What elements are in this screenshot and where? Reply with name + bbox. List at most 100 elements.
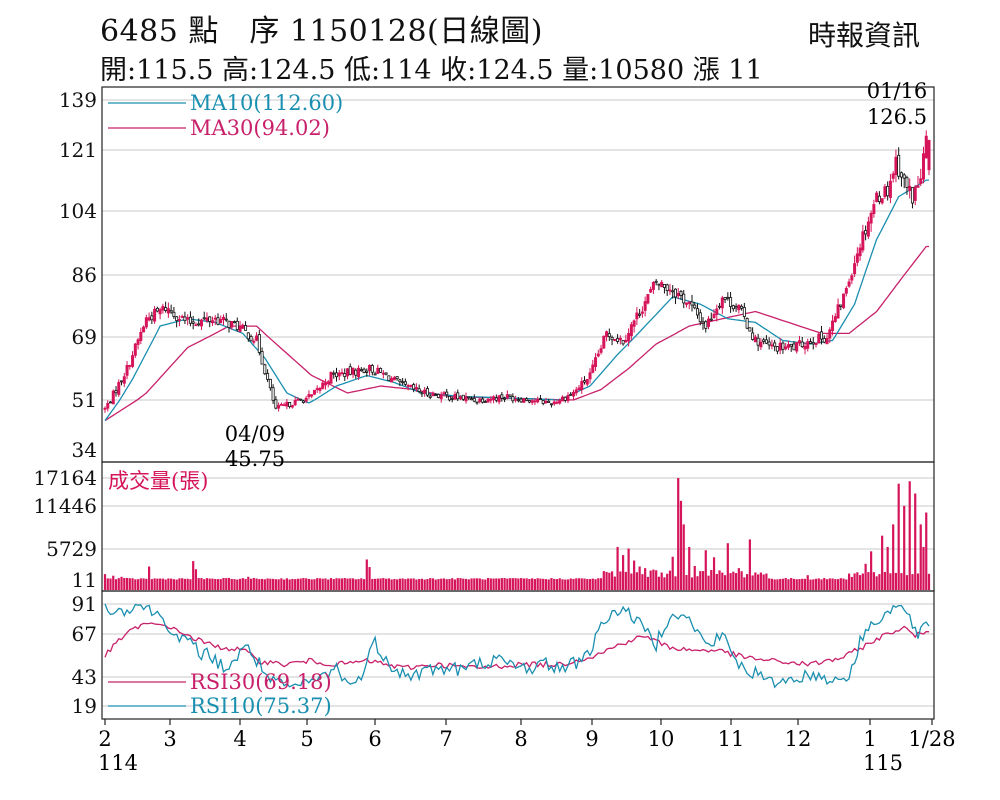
candle-body (748, 327, 752, 332)
candle-body (718, 305, 722, 308)
volume-bar (875, 576, 878, 590)
candle-body (153, 308, 157, 322)
volume-bar (522, 578, 525, 590)
volume-bar (798, 579, 801, 590)
volume-bar (409, 578, 412, 590)
volume-bar (305, 578, 308, 590)
volume-bar (602, 571, 605, 590)
candle-body (191, 321, 195, 324)
volume-bar (172, 579, 175, 590)
volume-bar (762, 574, 765, 590)
volume-bar (583, 578, 586, 590)
candle-body (712, 313, 716, 319)
volume-bar (836, 579, 840, 590)
volume-bar (203, 579, 206, 590)
volume-bar (109, 578, 112, 590)
volume-bar (125, 577, 129, 590)
volume-bar (398, 578, 401, 590)
candle-body (414, 387, 418, 390)
candle-body (820, 331, 824, 340)
volume-bar (481, 579, 484, 590)
rsi30-legend-label: RSI30(69.18) (190, 670, 332, 694)
volume-bar (236, 579, 239, 590)
volume-bar (531, 578, 534, 590)
candle-body (392, 377, 396, 381)
volume-bar (280, 578, 283, 590)
x-tick-label: 11 (718, 727, 745, 751)
candle-body (142, 326, 146, 333)
volume-bar (704, 550, 707, 590)
volume-bar (635, 572, 638, 590)
candle-body (676, 292, 680, 297)
candle-body (230, 321, 234, 328)
volume-bar (222, 577, 225, 590)
volume-bar (349, 578, 352, 590)
rsi30-line (104, 622, 930, 671)
volume-bar (555, 579, 559, 590)
volume-bar (478, 578, 481, 590)
candle-body (249, 336, 253, 342)
volume-bar (440, 578, 443, 590)
ma10-line (104, 179, 929, 421)
x-tick-label: 1/28 (908, 727, 955, 751)
candle-body (684, 302, 688, 305)
candle-body (869, 212, 873, 224)
volume-bar (376, 578, 379, 590)
candle-body (403, 381, 407, 385)
volume-bar (630, 573, 633, 590)
candle-body (693, 304, 697, 309)
volume-bar (318, 578, 322, 590)
volume-bar (927, 573, 931, 590)
volume-bar (420, 578, 424, 590)
volume-bar (806, 575, 809, 590)
candle-body (775, 346, 779, 352)
candle-body (109, 401, 113, 404)
rsi-y-tick-label: 91 (72, 592, 97, 616)
x-tick-label: 7 (439, 727, 452, 751)
volume-bar (859, 575, 862, 590)
candle-body (318, 387, 322, 391)
candle-body (571, 391, 575, 397)
candle-body (778, 342, 782, 351)
volume-bar (663, 577, 666, 590)
volume-bar (343, 578, 346, 590)
volume-bar (285, 578, 288, 590)
volume-bar (881, 535, 884, 590)
candle-body (786, 344, 790, 348)
candle-body (886, 185, 890, 197)
candle-body (908, 185, 912, 191)
candle-body (607, 333, 611, 337)
volume-bar (241, 578, 244, 590)
candle-body (370, 365, 374, 373)
volume-bar (316, 578, 319, 590)
volume-bar (878, 574, 881, 590)
candle-body (255, 335, 259, 341)
volume-bar (867, 572, 870, 590)
volume-bar (795, 579, 798, 590)
candle-body (147, 317, 151, 321)
candle-body (563, 396, 567, 401)
candle-body (640, 311, 644, 314)
volume-bar (307, 578, 311, 590)
candle-body (731, 305, 735, 310)
candle-body (715, 308, 719, 315)
volume-bar (249, 578, 253, 590)
price-y-tick-label: 51 (72, 388, 97, 412)
candle-body (288, 402, 292, 407)
volume-bar (205, 578, 209, 590)
x-tick-label: 5 (300, 727, 313, 751)
volume-bar (252, 578, 255, 590)
volume-bar (230, 578, 233, 590)
volume-bar (418, 579, 421, 590)
volume-bar (459, 578, 462, 590)
candle-body (795, 342, 799, 352)
candle-body (197, 323, 201, 326)
candle-body (445, 391, 449, 396)
volume-bar (492, 578, 495, 590)
volume-bar (404, 579, 407, 590)
volume-bar (503, 578, 506, 590)
volume-bar (558, 578, 561, 590)
candle-body (687, 301, 691, 304)
candle-body (825, 338, 829, 345)
volume-bar (812, 579, 815, 590)
